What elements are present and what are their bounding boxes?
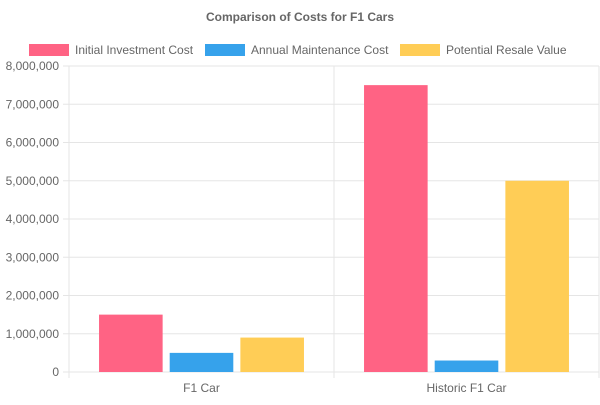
y-tick-label: 7,000,000: [6, 97, 60, 111]
y-tick-label: 5,000,000: [6, 174, 60, 188]
y-tick-label: 6,000,000: [6, 136, 60, 150]
legend-swatch-3: [400, 44, 440, 56]
legend-swatch-2: [205, 44, 245, 56]
bar: [364, 85, 428, 372]
y-tick-label: 2,000,000: [6, 289, 60, 303]
legend-label-2: Annual Maintenance Cost: [251, 43, 389, 57]
bar: [169, 352, 234, 372]
y-tick-label: 3,000,000: [6, 250, 60, 264]
x-tick-label: F1 Car: [183, 381, 220, 395]
bar: [99, 314, 163, 372]
y-axis: 0 1,000,000 2,000,000 3,000,000 4,000,000 5,0…: [6, 59, 60, 379]
bar: [505, 180, 569, 372]
legend-label-1: Initial Investment Cost: [75, 43, 194, 57]
y-tick-label: 1,000,000: [6, 327, 60, 341]
bar: [240, 337, 304, 372]
x-tick-label: Historic F1 Car: [426, 381, 506, 395]
x-axis: F1 Car Historic F1 Car: [183, 381, 506, 395]
legend-label-3: Potential Resale Value: [446, 43, 567, 57]
bar: [434, 360, 499, 372]
bars: [99, 85, 569, 372]
legend: Initial Investment Cost Annual Maintenanc…: [29, 43, 567, 57]
chart-title: Comparison of Costs for F1 Cars: [206, 10, 394, 24]
y-tick-label: 8,000,000: [6, 59, 60, 73]
y-tick-label: 0: [52, 365, 59, 379]
legend-swatch-1: [29, 44, 69, 56]
y-tick-label: 4,000,000: [6, 212, 60, 226]
